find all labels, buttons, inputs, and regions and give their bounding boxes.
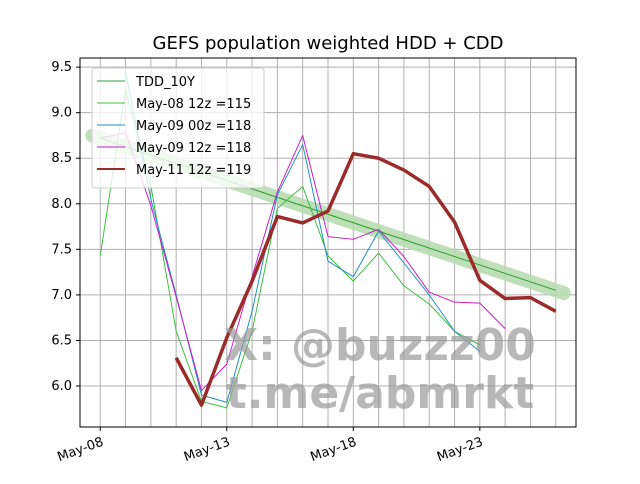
y-tick-label: 9.0 <box>51 106 72 121</box>
legend-box <box>91 67 265 189</box>
legend-label: May-11 12z =119 <box>136 163 251 178</box>
y-tick-label: 6.0 <box>51 379 72 394</box>
y-tick-label: 7.5 <box>51 242 72 257</box>
series-line-4 <box>174 151 557 407</box>
axes-frame <box>79 57 577 428</box>
legend-label: May-09 00z =118 <box>136 119 251 134</box>
series-line-1 <box>99 89 481 409</box>
legend: TDD_10Y May-08 12z =115 May-09 00z =118 May… <box>91 67 265 189</box>
legend-label: TDD_10Y <box>135 75 195 90</box>
y-tick-label: 7.0 <box>51 288 72 303</box>
y-tick-label: 8.5 <box>51 151 72 166</box>
watermark-text: X: @buzzz00 <box>224 320 536 371</box>
y-tick-label: 6.5 <box>51 333 72 348</box>
chart-title: GEFS population weighted HDD + CDD <box>153 33 504 54</box>
legend-label: May-09 12z =118 <box>136 141 251 156</box>
legend-label: May-08 12z =115 <box>136 97 251 112</box>
watermark-text: t.me/abmrkt <box>226 368 535 419</box>
series-line-3 <box>100 132 506 392</box>
y-tick-label: 8.0 <box>51 197 72 212</box>
y-tick-label: 9.5 <box>51 60 72 75</box>
